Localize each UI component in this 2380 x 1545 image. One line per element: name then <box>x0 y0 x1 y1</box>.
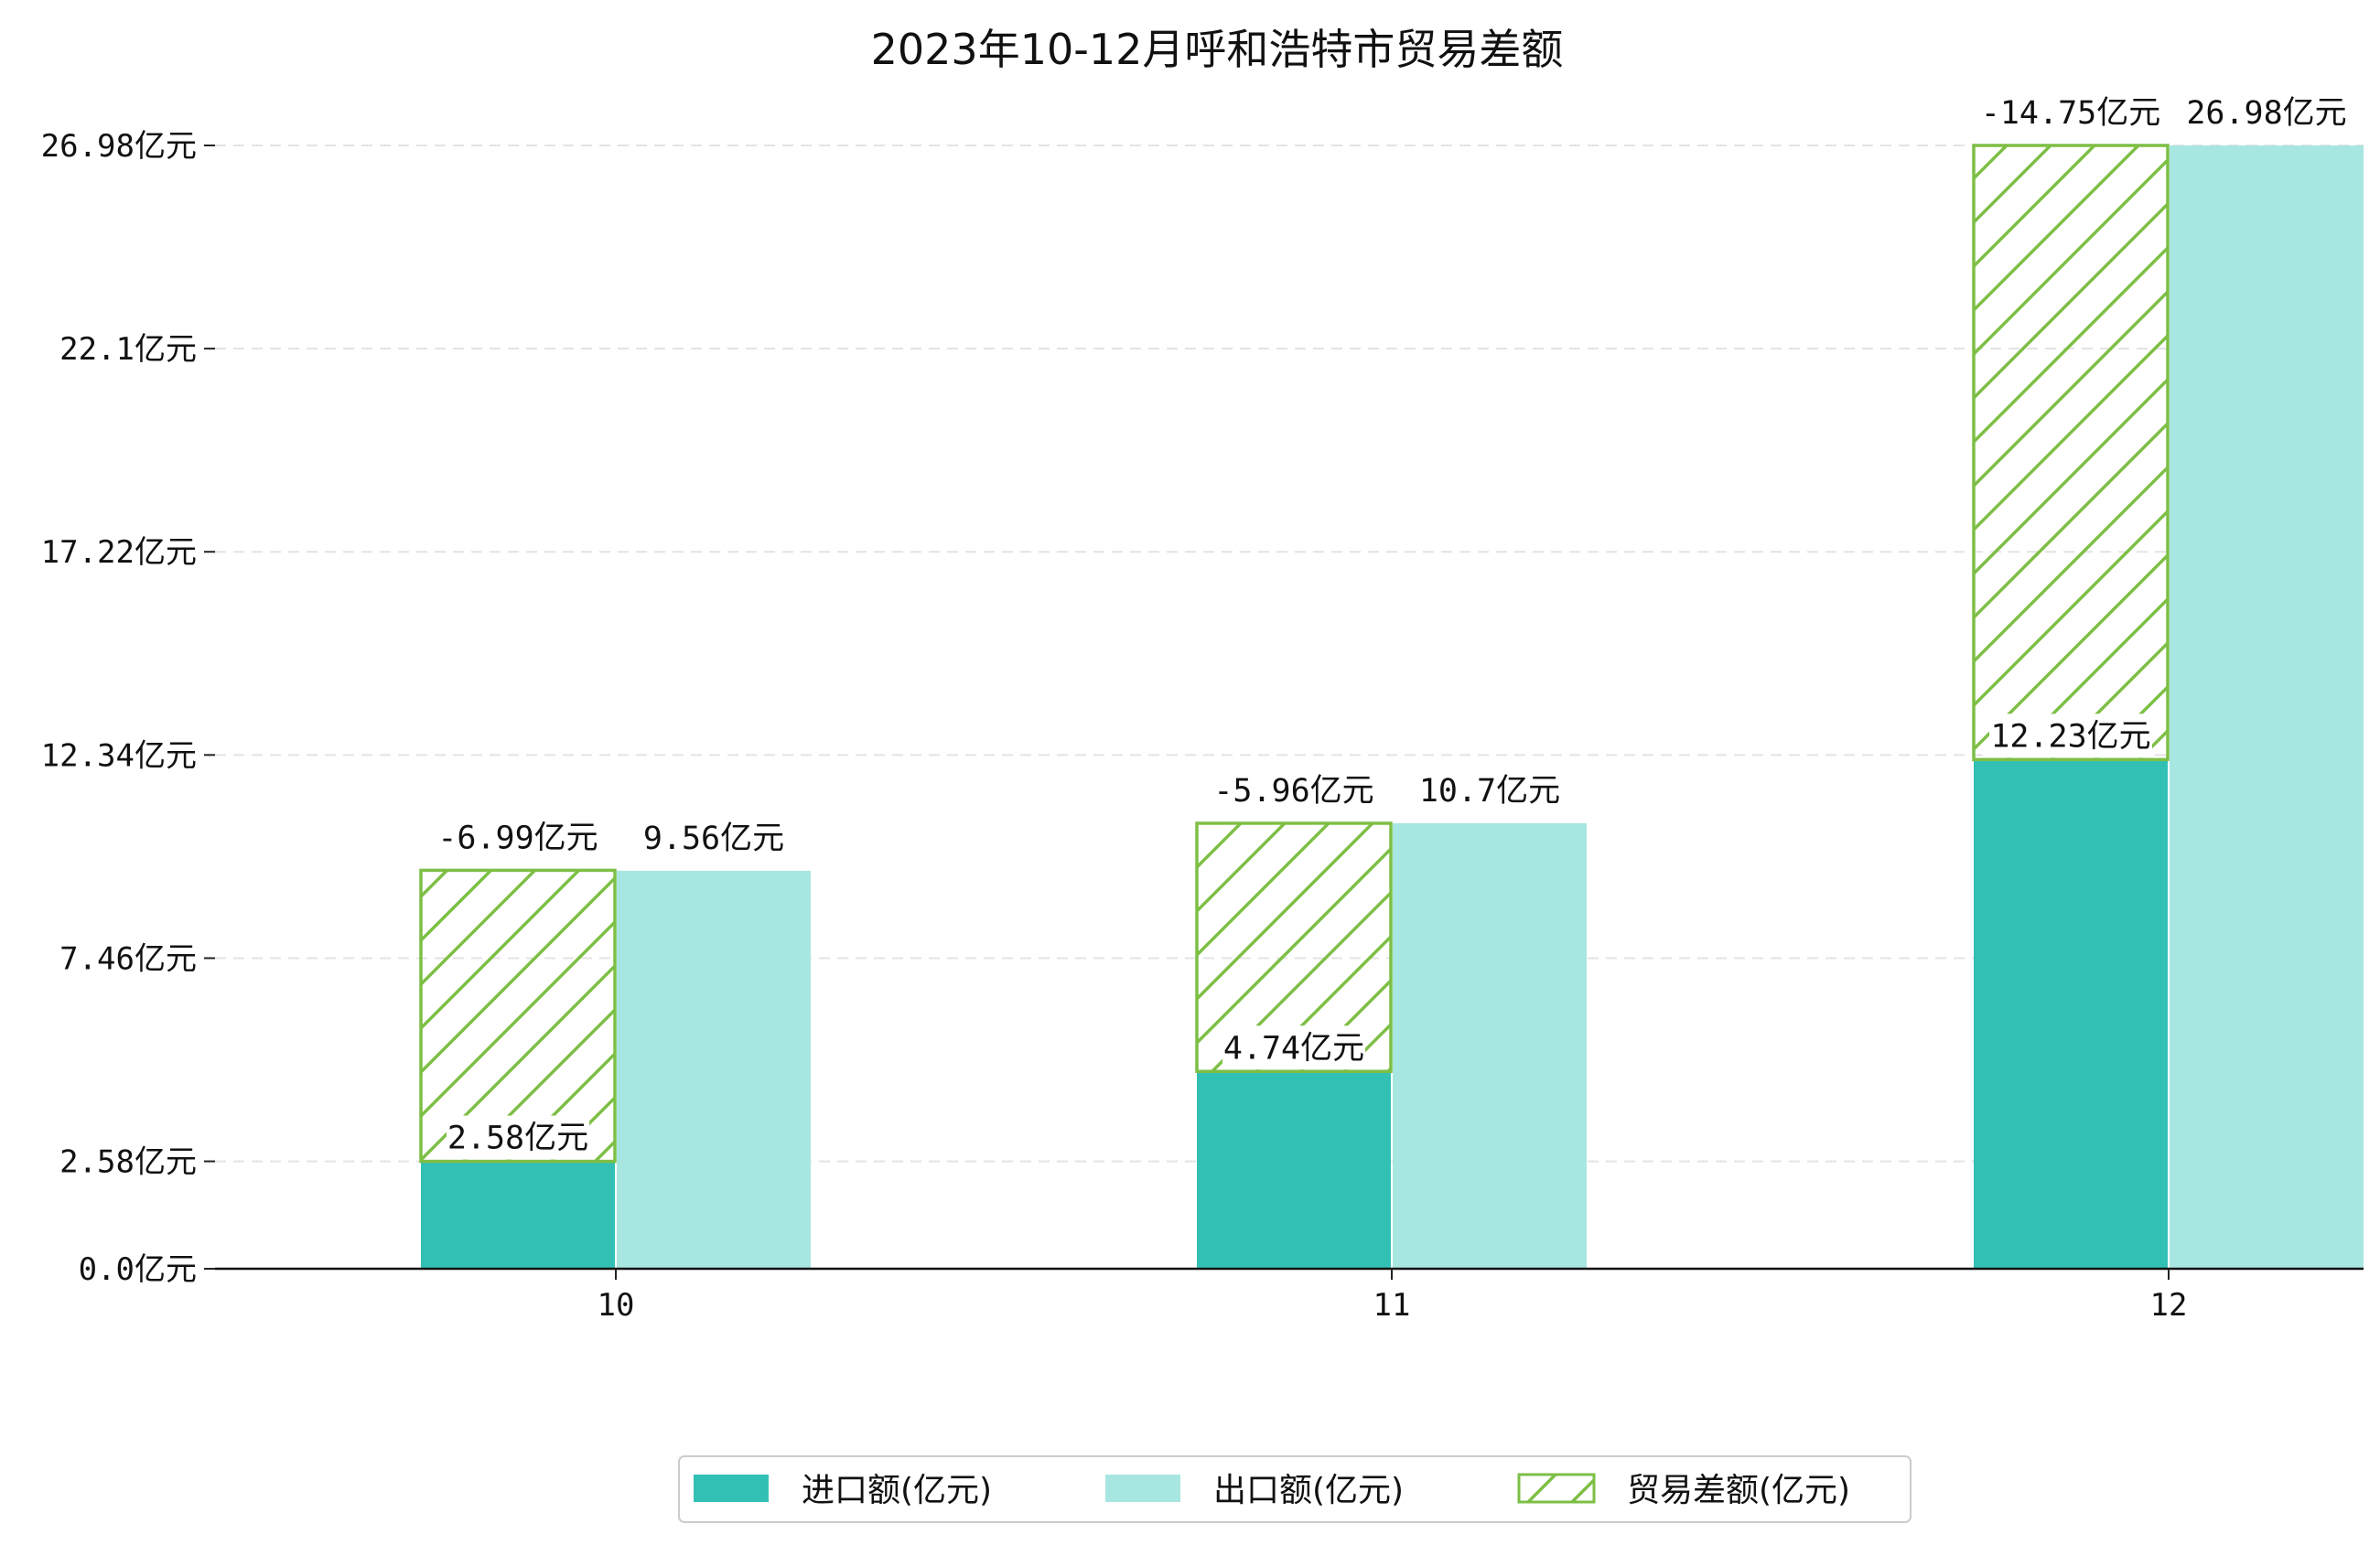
import-value-label-bg <box>447 1115 589 1160</box>
legend: 进口额(亿元) 出口额(亿元) 贸易差额(亿元) <box>678 1455 1912 1523</box>
export-value-label: 10.7亿元 <box>1419 773 1560 810</box>
trade-balance-value-label: -6.99亿元 <box>437 820 598 856</box>
export-bar <box>617 870 811 1269</box>
trade-balance-bar <box>419 868 617 1164</box>
import-bar <box>1974 759 2168 1269</box>
export-bar <box>1393 822 1587 1269</box>
export-value-label: 26.98亿元 <box>2186 95 2346 132</box>
trade-balance-value-label-bg <box>436 815 599 860</box>
export-value-label-bg <box>642 815 785 860</box>
y-tick-label: 0.0亿元 <box>79 1251 197 1288</box>
legend-swatch <box>1517 1473 1596 1504</box>
import-value-label: 12.23亿元 <box>1990 718 2150 755</box>
trade-balance-bar <box>1972 144 2170 762</box>
x-tick-label: 11 <box>1373 1287 1411 1324</box>
import-value-label: 4.74亿元 <box>1223 1030 1364 1067</box>
labels-layer: 2.58亿元 9.56亿元 -6.99亿元 4.74亿元 10.7亿元 -5.96亿元 12… <box>436 91 2348 1160</box>
y-tick-label: 7.46亿元 <box>59 940 197 977</box>
y-tick-label: 22.1亿元 <box>59 331 197 368</box>
legend-swatch <box>694 1475 769 1502</box>
import-bar <box>421 1161 615 1269</box>
chart-title: 2023年10-12月呼和浩特市贸易差额 <box>871 25 1564 74</box>
y-tick-label: 12.34亿元 <box>41 737 197 774</box>
legend-label: 贸易差额(亿元) <box>1627 1472 1850 1509</box>
trade-balance-value-label-bg <box>1979 91 2162 134</box>
y-tick-label: 26.98亿元 <box>41 128 197 165</box>
legend-label: 出口额(亿元) <box>1213 1472 1404 1509</box>
export-value-label-bg <box>2185 91 2348 134</box>
bars-layer <box>419 144 2364 1269</box>
trade-balance-value-label: -14.75亿元 <box>1981 95 2160 132</box>
import-value-label-bg <box>1222 1025 1365 1070</box>
legend-swatch <box>1105 1475 1180 1502</box>
trade-balance-value-label-bg <box>1212 767 1375 812</box>
import-value-label-bg <box>1989 713 2152 758</box>
y-tick-label: 2.58亿元 <box>59 1144 197 1181</box>
legend-label: 进口额(亿元) <box>802 1472 992 1509</box>
axis-layer: 0.0亿元 2.58亿元 7.46亿元 12.34亿元 17.22亿元 22.1亿元 26.… <box>41 128 2364 1324</box>
y-tick-label: 17.22亿元 <box>41 534 197 571</box>
export-bar <box>2170 145 2364 1269</box>
legend-box <box>678 1455 1912 1523</box>
import-value-label: 2.58亿元 <box>447 1121 588 1157</box>
trade-balance-value-label: -5.96亿元 <box>1213 773 1373 810</box>
x-tick-label: 10 <box>598 1287 635 1324</box>
export-value-label-bg <box>1418 767 1561 812</box>
export-value-label: 9.56亿元 <box>643 821 784 857</box>
import-bar <box>1197 1071 1391 1269</box>
x-tick-label: 12 <box>2150 1287 2188 1324</box>
